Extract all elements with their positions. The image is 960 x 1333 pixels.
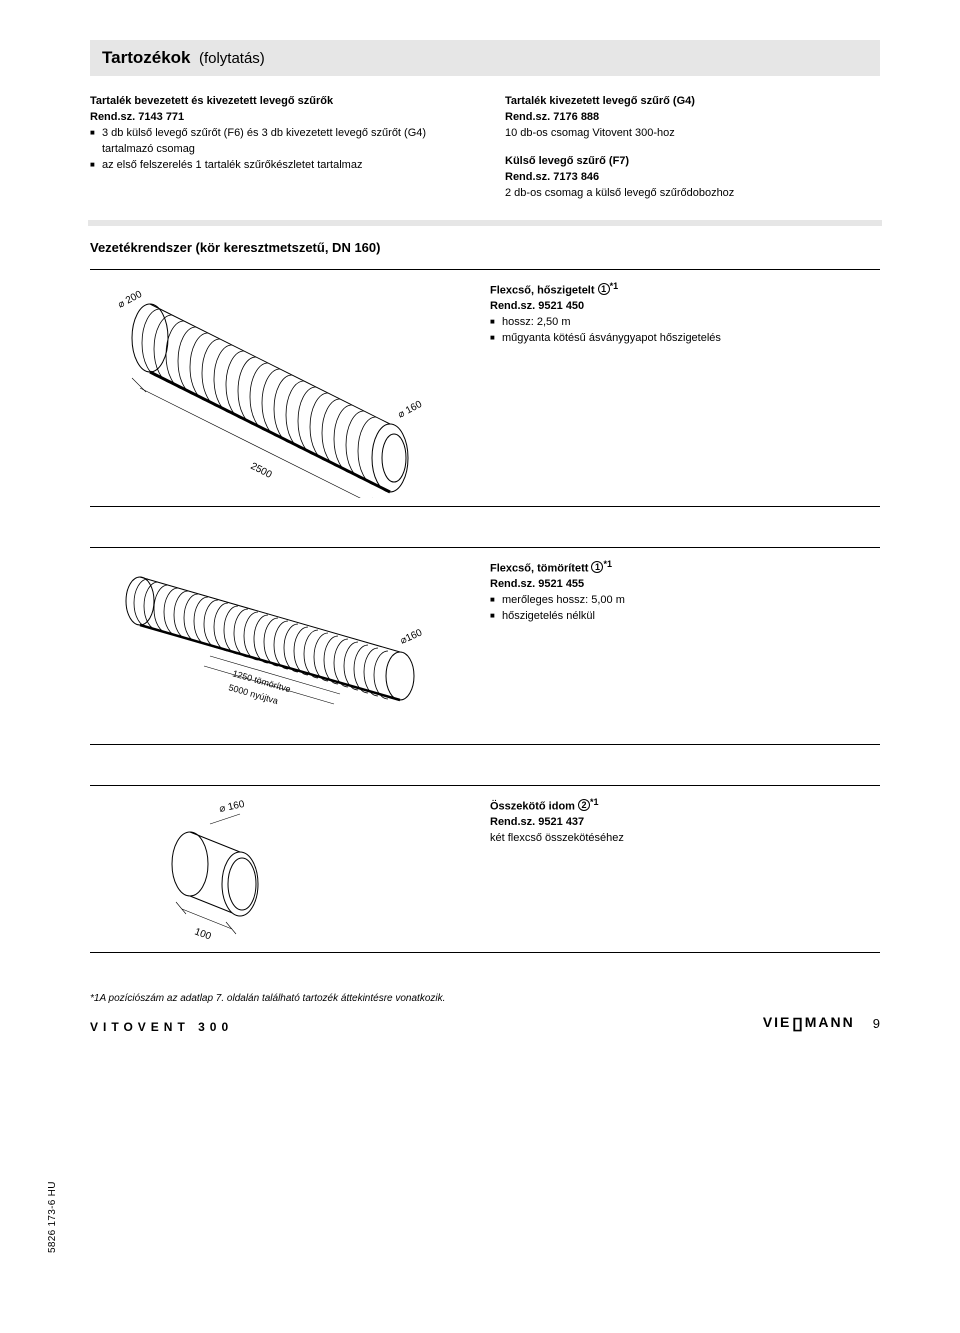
item3-pos-circle: 2: [578, 799, 590, 811]
document-code: 5826 173-6 HU: [47, 1181, 58, 1253]
rule: [90, 269, 880, 270]
right-order-1: Rend.sz. 7176 888: [505, 110, 880, 126]
left-bullet-1: 3 db külső levegő szűrőt (F6) és 3 db ki…: [90, 126, 465, 158]
product-item-3: ⌀ 160 100 Összekötő idom 2*1 Rend.sz. 95…: [90, 785, 880, 953]
item1-star: *1: [610, 281, 619, 291]
figure-flex-compressed: ⌀160 1250 tömörítve 5000 nyújtva: [90, 556, 460, 736]
dim-length: 2500: [249, 460, 274, 480]
right-heading-1: Tartalék kivezetett levegő szűrő (G4): [505, 94, 880, 110]
item3-title: Összekötő idom: [490, 800, 578, 812]
item2-star: *1: [603, 559, 612, 569]
dim-len3: 100: [193, 926, 213, 942]
intro-columns: Tartalék bevezetett és kivezetett levegő…: [90, 94, 880, 202]
figure-flex-insulated: ⌀ 200 ⌀ 160 2500: [90, 278, 460, 498]
dim-d: ⌀160: [399, 627, 425, 646]
item2-pos-circle: 1: [591, 561, 603, 573]
item1-bullet-2: műgyanta kötésű ásványgyapot hőszigetelé…: [490, 331, 880, 347]
product-brand: VITOVENT 300: [90, 1020, 233, 1034]
item1-order: Rend.sz. 9521 450: [490, 299, 880, 315]
item2-bullet-1: merőleges hossz: 5,00 m: [490, 593, 880, 609]
divider-band: [88, 220, 882, 226]
figure-connector: ⌀ 160 100: [90, 794, 460, 944]
right-heading-2: Külső levegő szűrő (F7): [505, 154, 880, 170]
item1-text: Flexcső, hőszigetelt 1*1 Rend.sz. 9521 4…: [490, 278, 880, 347]
product-item-1: ⌀ 200 ⌀ 160 2500 Flexcső, hőszigetelt 1*…: [90, 269, 880, 507]
item2-order: Rend.sz. 9521 455: [490, 577, 880, 593]
dim-d3: ⌀ 160: [218, 798, 246, 814]
section-subtitle: (folytatás): [199, 50, 265, 67]
footnote: *1A pozíciószám az adatlap 7. oldalán ta…: [90, 993, 880, 1004]
left-column: Tartalék bevezetett és kivezetett levegő…: [90, 94, 465, 202]
item2-bullet-2: hőszigetelés nélkül: [490, 609, 880, 625]
item3-desc: két flexcső összekötéséhez: [490, 831, 880, 847]
section-header: Tartozékok (folytatás): [90, 40, 880, 76]
item3-star: *1: [590, 797, 599, 807]
page-number: 9: [873, 1016, 880, 1031]
page-footer: VITOVENT 300 VIE▯MANN 9: [90, 1014, 880, 1034]
rule: [90, 506, 880, 507]
left-bullet-2: az első felszerelés 1 tartalék szűrőkész…: [90, 158, 465, 174]
subsection-heading: Vezetékrendszer (kör keresztmetszetű, DN…: [90, 240, 880, 255]
item1-bullet-1: hossz: 2,50 m: [490, 315, 880, 331]
item3-order: Rend.sz. 9521 437: [490, 815, 880, 831]
section-title: Tartozékok: [102, 48, 191, 67]
dim-inner: ⌀ 160: [396, 398, 424, 420]
item1-title: Flexcső, hőszigetelt: [490, 284, 598, 296]
rule: [90, 952, 880, 953]
product-item-2: ⌀160 1250 tömörítve 5000 nyújtva Flexcső…: [90, 547, 880, 745]
rule: [90, 744, 880, 745]
item1-pos-circle: 1: [598, 283, 610, 295]
right-desc-2: 2 db-os csomag a külső levegő szűrődoboz…: [505, 186, 880, 202]
dim-outer: ⌀ 200: [116, 288, 144, 310]
item3-text: Összekötő idom 2*1 Rend.sz. 9521 437 két…: [490, 794, 880, 847]
right-desc-1: 10 db-os csomag Vitovent 300-hoz: [505, 126, 880, 142]
right-order-2: Rend.sz. 7173 846: [505, 170, 880, 186]
rule: [90, 547, 880, 548]
right-column: Tartalék kivezetett levegő szűrő (G4) Re…: [505, 94, 880, 202]
manufacturer-logo: VIE▯MANN: [763, 1014, 855, 1034]
item2-text: Flexcső, tömörített 1*1 Rend.sz. 9521 45…: [490, 556, 880, 625]
left-heading: Tartalék bevezetett és kivezetett levegő…: [90, 94, 465, 110]
rule: [90, 785, 880, 786]
item2-title: Flexcső, tömörített: [490, 562, 591, 574]
left-order-no: Rend.sz. 7143 771: [90, 110, 465, 126]
